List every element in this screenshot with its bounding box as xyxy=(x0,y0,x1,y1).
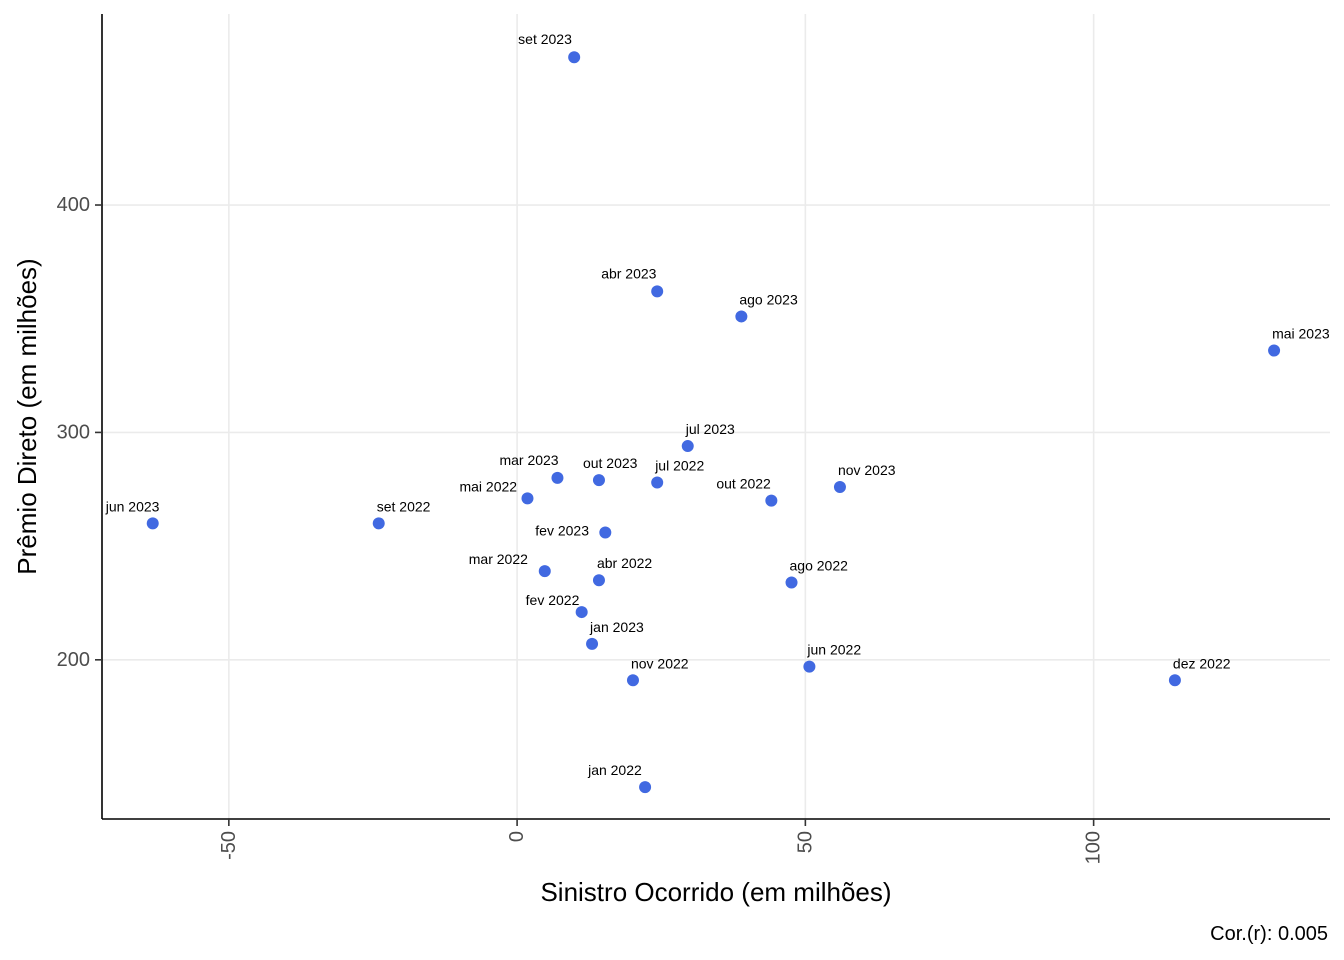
data-point xyxy=(586,637,599,650)
point-label: jan 2022 xyxy=(587,762,642,778)
point-label: set 2023 xyxy=(518,31,572,47)
data-point xyxy=(592,574,605,587)
point-label: out 2023 xyxy=(583,455,638,471)
point-label: abr 2023 xyxy=(601,265,656,281)
data-point xyxy=(551,471,564,484)
point-label: fev 2023 xyxy=(535,522,589,538)
data-point xyxy=(651,476,664,489)
y-tick-label: 400 xyxy=(57,194,90,216)
data-points xyxy=(146,51,1281,794)
data-point xyxy=(639,781,652,794)
data-point xyxy=(803,660,816,673)
correlation-caption: Cor.(r): 0.005 xyxy=(1210,923,1328,945)
data-point xyxy=(538,565,551,578)
data-point xyxy=(833,480,846,493)
data-point xyxy=(575,606,588,619)
point-label: ago 2023 xyxy=(739,291,798,307)
data-point xyxy=(521,492,534,505)
data-point xyxy=(372,517,385,530)
point-label: dez 2022 xyxy=(1173,655,1231,671)
data-point xyxy=(765,494,778,507)
point-label: abr 2022 xyxy=(597,555,652,571)
point-label: mai 2022 xyxy=(459,478,517,494)
point-labels: jan 2022 fev 2022 mar 2022 abr 2022 mai 2022… xyxy=(105,31,1330,778)
y-tick-label: 300 xyxy=(57,421,90,443)
data-point xyxy=(1268,344,1281,357)
ticks: -50 0 50 100 200 300 400 xyxy=(57,194,1105,864)
x-tick-label: 0 xyxy=(506,831,528,842)
point-label: nov 2023 xyxy=(838,462,896,478)
point-label: jul 2022 xyxy=(654,457,704,473)
data-point xyxy=(568,51,581,64)
point-label: set 2022 xyxy=(377,498,431,514)
data-point xyxy=(592,474,605,487)
point-label: jul 2023 xyxy=(685,421,735,437)
point-label: mar 2022 xyxy=(469,551,528,567)
point-label: jun 2023 xyxy=(105,498,160,514)
axes xyxy=(101,14,1330,820)
data-point xyxy=(146,517,159,530)
y-tick-label: 200 xyxy=(57,649,90,671)
point-label: ago 2022 xyxy=(790,558,849,574)
data-point xyxy=(651,285,664,298)
point-label: fev 2022 xyxy=(526,592,580,608)
point-label: nov 2022 xyxy=(631,655,689,671)
point-label: jun 2022 xyxy=(806,642,861,658)
x-tick-label: -50 xyxy=(218,831,240,860)
data-point xyxy=(735,310,748,323)
x-tick-label: 50 xyxy=(794,831,816,853)
data-point xyxy=(681,440,694,453)
data-point xyxy=(785,576,798,589)
data-point xyxy=(626,674,639,687)
point-label: mai 2023 xyxy=(1272,326,1330,342)
data-point xyxy=(599,526,612,539)
x-axis-title: Sinistro Ocorrido (em milhões) xyxy=(540,877,891,907)
point-label: out 2022 xyxy=(716,476,771,492)
x-tick-label: 100 xyxy=(1083,831,1105,864)
point-label: mar 2023 xyxy=(499,452,558,468)
data-point xyxy=(1168,674,1181,687)
point-label: jan 2023 xyxy=(589,619,644,635)
y-axis-title: Prêmio Direto (em milhões) xyxy=(12,258,42,574)
grid-lines xyxy=(102,14,1330,819)
